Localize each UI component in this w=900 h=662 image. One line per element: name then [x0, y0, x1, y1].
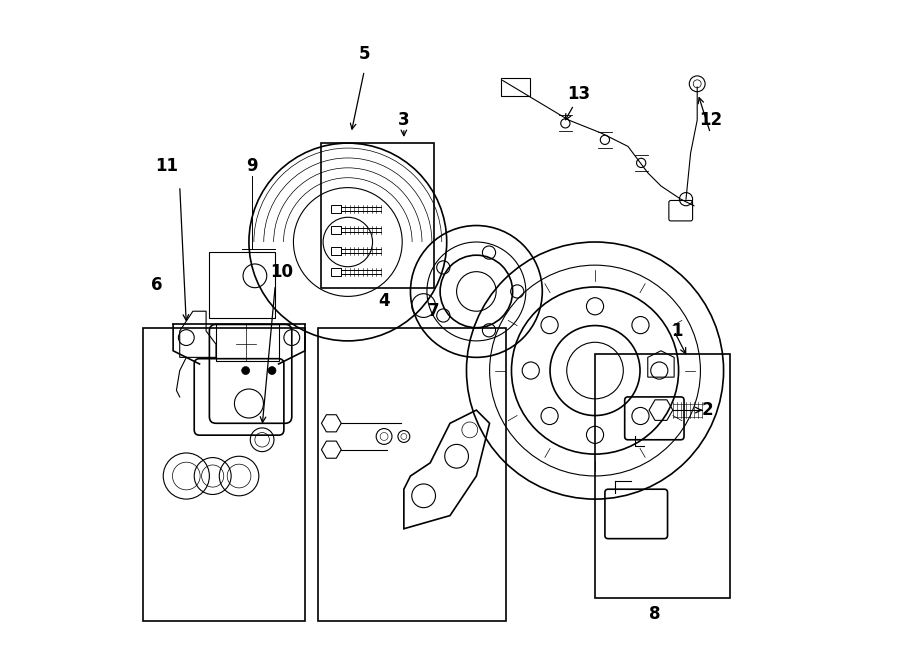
- Text: 10: 10: [270, 263, 293, 281]
- Bar: [331, 248, 340, 255]
- Circle shape: [600, 135, 609, 144]
- Text: 13: 13: [567, 85, 590, 103]
- Circle shape: [242, 367, 249, 375]
- Text: 5: 5: [358, 45, 370, 63]
- Text: 6: 6: [151, 276, 162, 294]
- Text: 7: 7: [428, 303, 439, 320]
- Text: 9: 9: [247, 157, 258, 175]
- Bar: [595, 354, 730, 598]
- Circle shape: [268, 367, 276, 375]
- Bar: [143, 328, 305, 621]
- Circle shape: [636, 158, 646, 167]
- Bar: [216, 324, 279, 361]
- Bar: [319, 328, 506, 621]
- Circle shape: [561, 118, 570, 128]
- Text: 12: 12: [698, 111, 722, 129]
- Bar: [321, 143, 434, 288]
- Text: 2: 2: [701, 401, 713, 419]
- Text: 4: 4: [378, 293, 390, 310]
- Bar: [331, 268, 340, 276]
- Bar: [331, 205, 340, 213]
- Bar: [210, 252, 275, 318]
- Text: 3: 3: [398, 111, 410, 129]
- Text: 1: 1: [671, 322, 683, 340]
- Bar: [331, 226, 340, 234]
- Text: 11: 11: [155, 157, 178, 175]
- Text: 8: 8: [649, 606, 660, 624]
